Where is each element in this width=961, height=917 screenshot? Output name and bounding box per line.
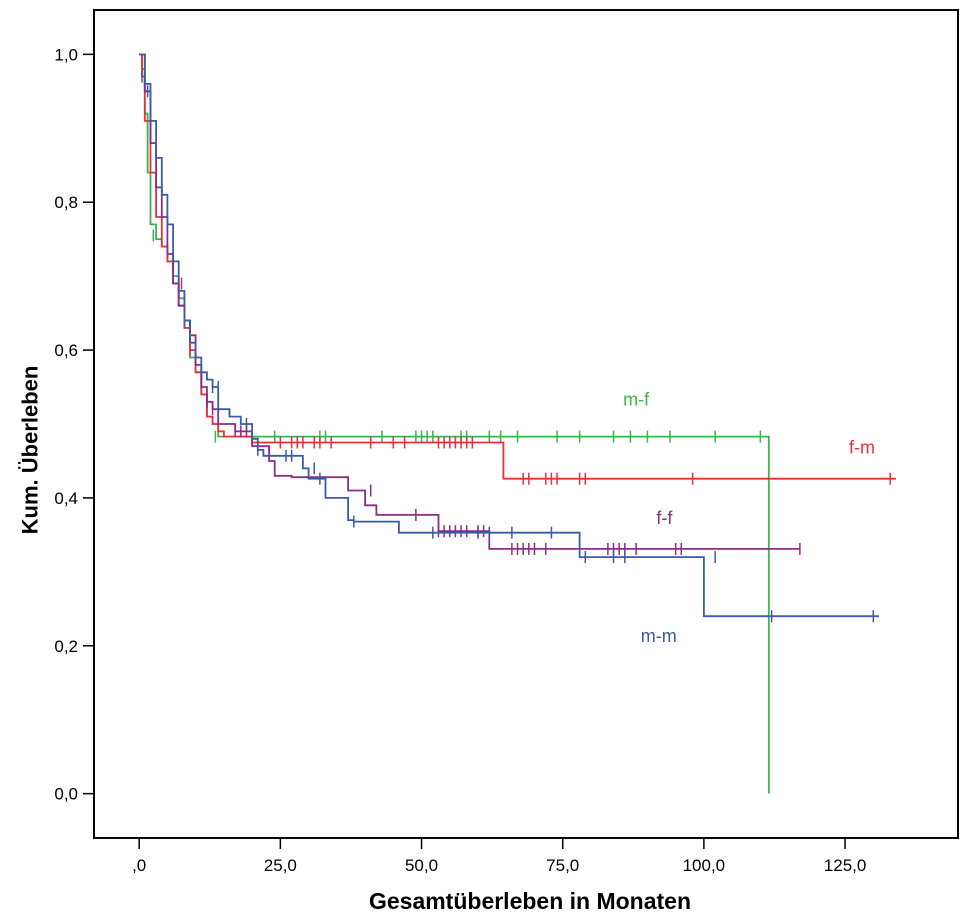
series-label: f-m: [849, 438, 875, 458]
x-tick-label: 100,0: [683, 856, 726, 875]
series-label: m-m: [641, 626, 677, 646]
survival-curve: [139, 53, 879, 618]
series-label: f-f: [656, 508, 673, 528]
x-tick-label: 25,0: [264, 856, 297, 875]
plot-frame: [93, 9, 959, 839]
x-tick-label: ,0: [132, 856, 146, 875]
y-tick-label: 0,0: [54, 785, 78, 804]
y-axis: 0,0 0,2 0,4 0,6 0,8 1,0: [54, 45, 94, 804]
series-m-m: m-m: [139, 53, 879, 646]
survival-curve: [139, 53, 896, 480]
series-f-f: f-f: [139, 53, 801, 555]
y-tick-label: 0,4: [54, 489, 78, 508]
x-axis-label: Gesamtüberleben in Monaten: [368, 888, 692, 914]
x-tick-label: 75,0: [546, 856, 579, 875]
y-tick-label: 0,6: [54, 341, 78, 360]
series-f-m: f-m: [139, 53, 896, 485]
y-axis-label-wrap: Kum. Überleben: [8, 260, 52, 640]
y-tick-label: 0,2: [54, 637, 78, 656]
y-axis-label: Kum. Überleben: [17, 365, 43, 535]
survival-curve: [139, 53, 800, 550]
y-tick-label: 0,8: [54, 193, 78, 212]
series-group: m-f f-m f-f m-m: [139, 53, 896, 794]
y-tick-label: 1,0: [54, 45, 78, 64]
x-tick-label: 50,0: [405, 856, 438, 875]
series-label: m-f: [623, 390, 650, 410]
x-tick-label: 125,0: [824, 856, 867, 875]
x-axis: ,0 25,0 50,0 75,0 100,0 125,0: [132, 838, 866, 875]
